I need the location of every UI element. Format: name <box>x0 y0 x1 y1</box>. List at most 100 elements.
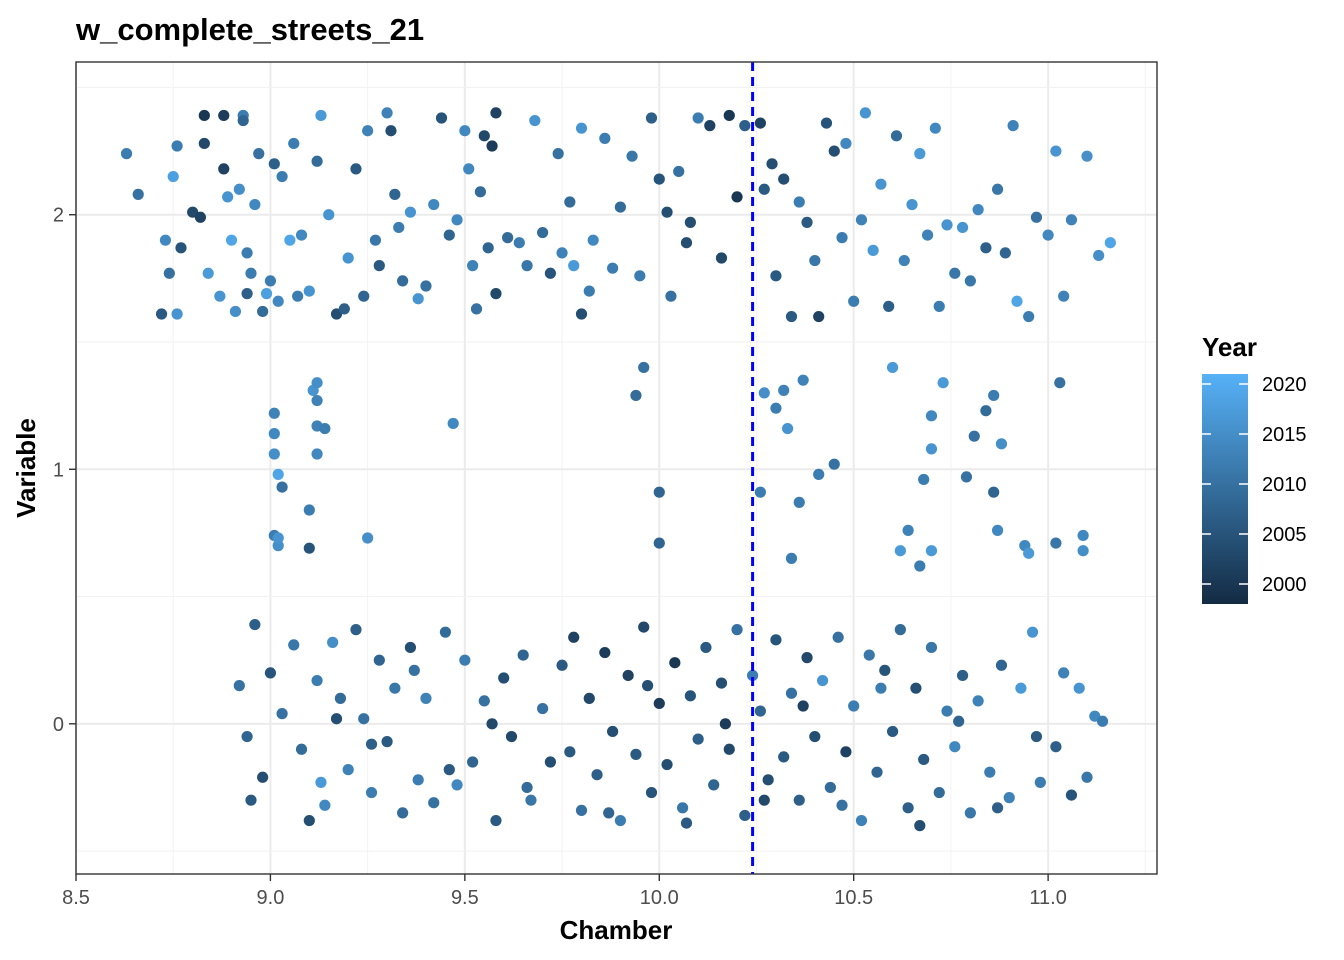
data-point <box>739 120 751 132</box>
data-point <box>295 743 308 755</box>
data-point <box>334 692 347 704</box>
data-point <box>470 303 483 315</box>
data-point <box>653 697 665 710</box>
data-point <box>995 659 1008 671</box>
data-point <box>517 649 529 661</box>
data-point <box>715 252 728 264</box>
data-point <box>218 163 230 175</box>
data-point <box>443 229 455 241</box>
data-point <box>793 196 805 208</box>
data-point <box>245 794 257 806</box>
data-point <box>914 560 926 572</box>
data-point <box>272 468 284 480</box>
data-point <box>626 150 638 162</box>
data-point <box>933 300 945 312</box>
data-point <box>797 700 809 712</box>
data-point <box>840 746 852 758</box>
data-point <box>575 308 588 320</box>
data-point <box>630 748 642 760</box>
data-point <box>599 132 611 144</box>
data-point <box>443 764 455 776</box>
data-point <box>867 244 879 256</box>
x-tick-label: 10.0 <box>640 887 679 909</box>
data-point <box>303 504 315 516</box>
data-point <box>564 746 576 758</box>
data-point <box>198 137 210 150</box>
data-point <box>758 183 770 195</box>
data-point <box>241 288 253 300</box>
data-point <box>661 206 673 218</box>
data-point <box>575 122 588 134</box>
data-point <box>731 624 743 636</box>
data-point <box>832 631 844 643</box>
data-point <box>362 532 374 544</box>
data-point <box>653 537 665 549</box>
y-axis-title: Variable <box>11 418 41 518</box>
data-point <box>295 229 308 241</box>
data-point <box>303 285 315 297</box>
data-point <box>607 262 619 274</box>
legend-tick-label: 2005 <box>1262 524 1307 546</box>
data-point <box>684 216 696 228</box>
x-tick-label: 9.5 <box>451 887 479 909</box>
data-point <box>537 226 549 239</box>
data-point <box>1073 682 1085 694</box>
data-point <box>323 209 335 221</box>
data-point <box>859 107 871 119</box>
data-point <box>1093 249 1105 262</box>
data-point <box>972 695 984 707</box>
data-point <box>264 667 277 679</box>
data-point <box>397 275 409 287</box>
data-point <box>883 300 895 312</box>
data-point <box>746 669 759 682</box>
data-point <box>486 718 498 730</box>
data-point <box>797 374 809 386</box>
data-point <box>311 394 323 407</box>
data-point <box>245 267 257 279</box>
data-point <box>257 305 269 318</box>
data-point <box>167 170 179 183</box>
data-point <box>918 753 930 766</box>
data-point <box>272 295 284 307</box>
data-point <box>303 814 315 827</box>
data-point <box>914 820 926 832</box>
data-point <box>303 542 315 554</box>
data-point <box>754 705 766 717</box>
data-point <box>544 267 556 279</box>
data-point <box>836 232 848 244</box>
data-point <box>408 664 420 676</box>
chart-title: w_complete_streets_21 <box>75 12 424 47</box>
data-point <box>350 163 362 175</box>
data-point <box>1077 545 1089 557</box>
data-point <box>770 634 782 646</box>
data-point <box>949 267 961 279</box>
data-point <box>855 214 868 226</box>
data-point <box>894 545 906 557</box>
data-point <box>568 631 580 643</box>
data-point <box>914 148 926 160</box>
x-tick-label: 10.5 <box>834 887 873 909</box>
data-point <box>373 260 385 272</box>
data-point <box>327 636 339 648</box>
data-point <box>723 743 735 755</box>
data-point <box>412 774 424 786</box>
data-point <box>758 794 770 806</box>
data-point <box>813 310 825 323</box>
data-point <box>369 234 382 246</box>
data-point <box>673 165 685 178</box>
data-point <box>995 438 1008 450</box>
data-point <box>956 669 969 682</box>
data-point <box>229 305 242 318</box>
data-point <box>941 219 953 231</box>
data-point <box>381 736 393 748</box>
legend-ticks: 2000 2005 2010 2015 2020 <box>1202 374 1307 596</box>
data-point <box>342 764 354 776</box>
data-point <box>202 267 214 279</box>
data-point <box>478 130 490 142</box>
data-point <box>700 641 712 654</box>
data-point <box>1003 792 1015 804</box>
data-point <box>991 802 1004 814</box>
data-point <box>960 471 973 483</box>
data-point <box>886 725 899 738</box>
data-point <box>925 545 938 557</box>
